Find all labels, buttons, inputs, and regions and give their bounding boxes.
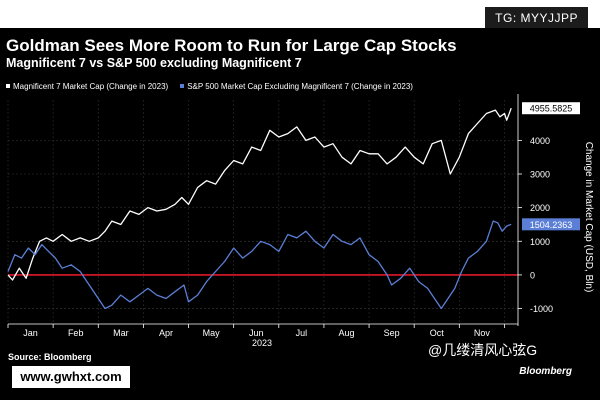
- gridlines: [7, 100, 518, 322]
- series-layer: [7, 107, 512, 310]
- last-value-label-0: 4955.5825: [530, 104, 573, 114]
- y-axis: -1000 0 1000 2000 3000 4000: [517, 94, 553, 326]
- legend-swatch-mag7: [6, 84, 10, 88]
- x-axis: Jan Feb Mar Apr May Jun Jul Aug Sep Oct Nov: [7, 323, 518, 338]
- legend-item-spx-ex: S&P 500 Market Cap Excluding Magnificent…: [180, 82, 413, 91]
- x-tick-label: Mar: [113, 328, 129, 338]
- x-tick-label: Feb: [68, 328, 84, 338]
- series-line-1: [7, 220, 512, 310]
- url-badge: www.gwhxt.com: [12, 366, 130, 388]
- y-tick-label: 1000: [530, 237, 550, 247]
- y-tick-label: 4000: [530, 136, 550, 146]
- x-tick-label: Jun: [249, 328, 264, 338]
- chart-subtitle: Magnificent 7 vs S&P 500 excluding Magni…: [6, 56, 302, 70]
- source-note: Source: Bloomberg: [8, 352, 92, 362]
- bloomberg-logo: Bloomberg: [519, 366, 572, 377]
- x-tick-label: Nov: [474, 328, 491, 338]
- x-tick-label: Sep: [384, 328, 400, 338]
- legend-swatch-spx-ex: [180, 84, 185, 88]
- top-bar: TG: MYYJJPP: [0, 0, 600, 29]
- legend-label-mag7: Magnificent 7 Market Cap (Change in 2023…: [13, 81, 169, 91]
- y-tick-label: 3000: [530, 170, 550, 180]
- y-axis-label: Change in Market Cap (USD, Bln): [583, 142, 594, 293]
- chart-title: Goldman Sees More Room to Run for Large …: [6, 36, 457, 55]
- tg-tag: TG: MYYJJPP: [485, 7, 588, 29]
- legend-label-spx-ex: S&P 500 Market Cap Excluding Magnificent…: [187, 81, 413, 91]
- x-tick-label: Jan: [23, 328, 38, 338]
- legend-item-mag7: Magnificent 7 Market Cap (Change in 2023…: [6, 82, 168, 91]
- x-tick-label: Jul: [296, 328, 308, 338]
- last-value-label-1: 1504.2363: [530, 220, 573, 230]
- y-tick-label: 2000: [530, 203, 550, 213]
- legend: Magnificent 7 Market Cap (Change in 2023…: [6, 80, 425, 92]
- x-tick-label: Apr: [159, 328, 173, 338]
- watermark-text: @几缕清风心弦G: [428, 342, 538, 358]
- x-tick-label: Aug: [338, 328, 354, 338]
- chart-frame: [0, 28, 600, 400]
- y-tick-label: -1000: [530, 304, 553, 314]
- last-value-box-0: [522, 102, 580, 115]
- value-labels: 4955.5825 1504.2363: [522, 102, 580, 231]
- x-tick-label: May: [203, 328, 221, 338]
- x-tick-label: Oct: [430, 328, 445, 338]
- y-tick-label: 0: [530, 270, 535, 280]
- series-line-0: [7, 107, 512, 281]
- x-axis-year-label: 2023: [252, 338, 272, 348]
- last-value-box-1: [522, 218, 580, 231]
